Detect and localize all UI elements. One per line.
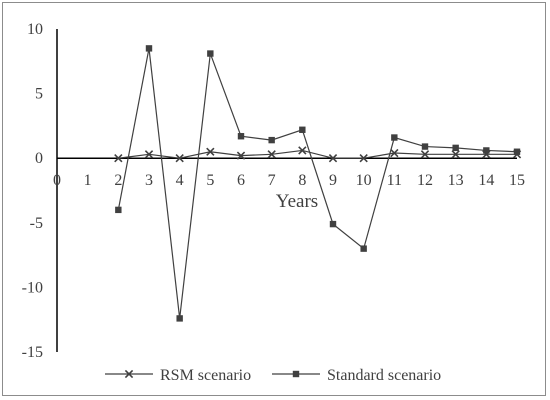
y-tick-label: -10	[22, 279, 43, 296]
legend-marker	[292, 370, 300, 378]
data-point	[175, 154, 184, 163]
legend-item: RSM scenario	[105, 367, 251, 384]
data-point	[115, 206, 122, 214]
data-point	[268, 136, 275, 144]
data-point	[144, 150, 154, 159]
y-tick-label: 0	[35, 150, 43, 167]
x-tick-label: 14	[478, 172, 494, 189]
data-point	[391, 134, 398, 141]
legend-marker	[124, 369, 134, 379]
x-tick-label: 1	[84, 172, 92, 189]
x-axis-title: Years	[276, 191, 318, 212]
y-tick-label: 5	[35, 86, 43, 103]
data-point	[176, 315, 183, 322]
data-point	[483, 147, 490, 154]
x-tick-label: 11	[387, 172, 402, 189]
y-tick-label: -15	[22, 344, 43, 361]
chart-frame	[2, 2, 546, 396]
x-tick-label: 7	[268, 172, 276, 189]
data-point	[236, 151, 246, 160]
x-tick-label: 4	[176, 172, 184, 189]
data-point	[420, 150, 430, 159]
legend-label: RSM scenario	[160, 367, 251, 384]
data-point	[452, 144, 459, 152]
x-tick-label: 15	[509, 172, 525, 189]
y-tick-label: 10	[27, 21, 43, 38]
x-tick-label: 8	[298, 172, 306, 189]
x-tick-label: 10	[356, 172, 372, 189]
x-axis: 0 1 2 3 4 5 6 7 8 9 10 11 12 13 14 15	[53, 157, 525, 189]
data-point	[359, 154, 368, 163]
data-point	[390, 148, 399, 158]
data-point	[513, 148, 521, 155]
x-tick-label: 13	[448, 172, 464, 189]
legend-item: Standard scenario	[272, 367, 441, 384]
x-tick-label: 9	[329, 172, 337, 189]
y-tick-label: -5	[30, 215, 43, 232]
y-axis: 10 5 0 -5 -10 -15	[22, 21, 58, 361]
data-point	[207, 50, 214, 57]
data-point	[206, 147, 215, 156]
series-layer	[114, 45, 522, 322]
x-tick-label: 6	[237, 172, 245, 189]
data-point	[145, 45, 153, 52]
data-point	[267, 150, 276, 159]
data-point	[421, 143, 429, 150]
data-point	[237, 133, 245, 140]
x-tick-label: 2	[114, 172, 122, 189]
data-point	[328, 154, 338, 163]
series-line-rsm	[118, 149, 517, 159]
legend: RSM scenario Standard scenario	[105, 367, 441, 384]
x-tick-label: 0	[53, 172, 61, 189]
data-point	[298, 146, 307, 155]
x-tick-label: 12	[417, 172, 433, 189]
data-point	[329, 220, 337, 228]
x-tick-label: 3	[145, 172, 153, 189]
data-point	[299, 126, 306, 133]
data-point	[114, 154, 123, 163]
legend-label: Standard scenario	[327, 367, 441, 384]
x-tick-label: 5	[206, 172, 214, 189]
data-point	[360, 245, 367, 252]
series-line-standard	[117, 48, 518, 319]
data-point	[451, 150, 460, 159]
